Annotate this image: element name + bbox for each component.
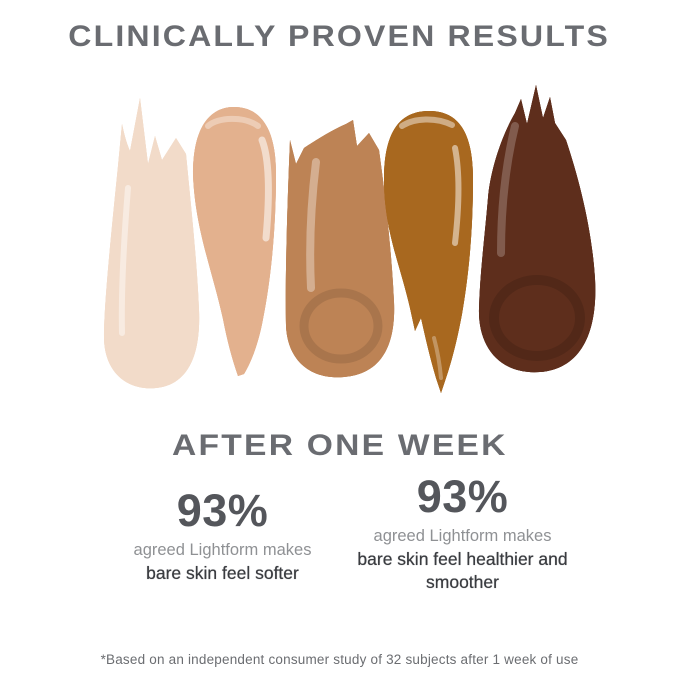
smear-bottom-ring (299, 288, 383, 364)
swatch-smear-rich-deep (478, 85, 596, 373)
smear-highlight-top (399, 116, 455, 129)
smear-drip-highlight (432, 336, 443, 380)
stat-highlight: bare skin feel softer (146, 563, 299, 584)
stat-detail: agreed Lightform makes (373, 527, 552, 545)
stat-block-healthier: 93% agreed Lightform makes bare skin fee… (340, 474, 585, 594)
stat-block-softer: 93% agreed Lightform makes bare skin fee… (100, 488, 345, 585)
page-title-text: CLINICALLY PROVEN RESULTS (68, 20, 611, 53)
swatch-smear-medium (285, 120, 395, 378)
smear-highlight (118, 185, 131, 336)
swatch-smear-light (193, 107, 276, 376)
stat-detail: agreed Lightform makes (133, 541, 312, 559)
swatch-smear-fair (104, 98, 200, 389)
footnote: *Based on an independent consumer study … (100, 651, 579, 667)
stat-highlight: bare skin feel healthier and smoother (357, 549, 568, 593)
after-one-week-text: AFTER ONE WEEK (171, 429, 508, 462)
after-one-week-heading: AFTER ONE WEEK (0, 429, 679, 463)
foundation-swatches-graphic (104, 85, 596, 393)
smear-highlight (497, 122, 519, 257)
stat-value: 93% (176, 485, 269, 536)
smear-highlight (452, 145, 462, 246)
smear-edge-shade (104, 98, 200, 389)
smear-highlight-top (205, 115, 261, 129)
smear-edge-shade (384, 111, 473, 393)
swatch-smear-deep-caramel (384, 111, 473, 393)
smear-highlight (306, 158, 320, 292)
smear-bottom-ring (489, 275, 585, 361)
smear-highlight (258, 136, 272, 242)
stat-value: 93% (416, 471, 509, 522)
page-title: CLINICALLY PROVEN RESULTS (0, 20, 679, 54)
